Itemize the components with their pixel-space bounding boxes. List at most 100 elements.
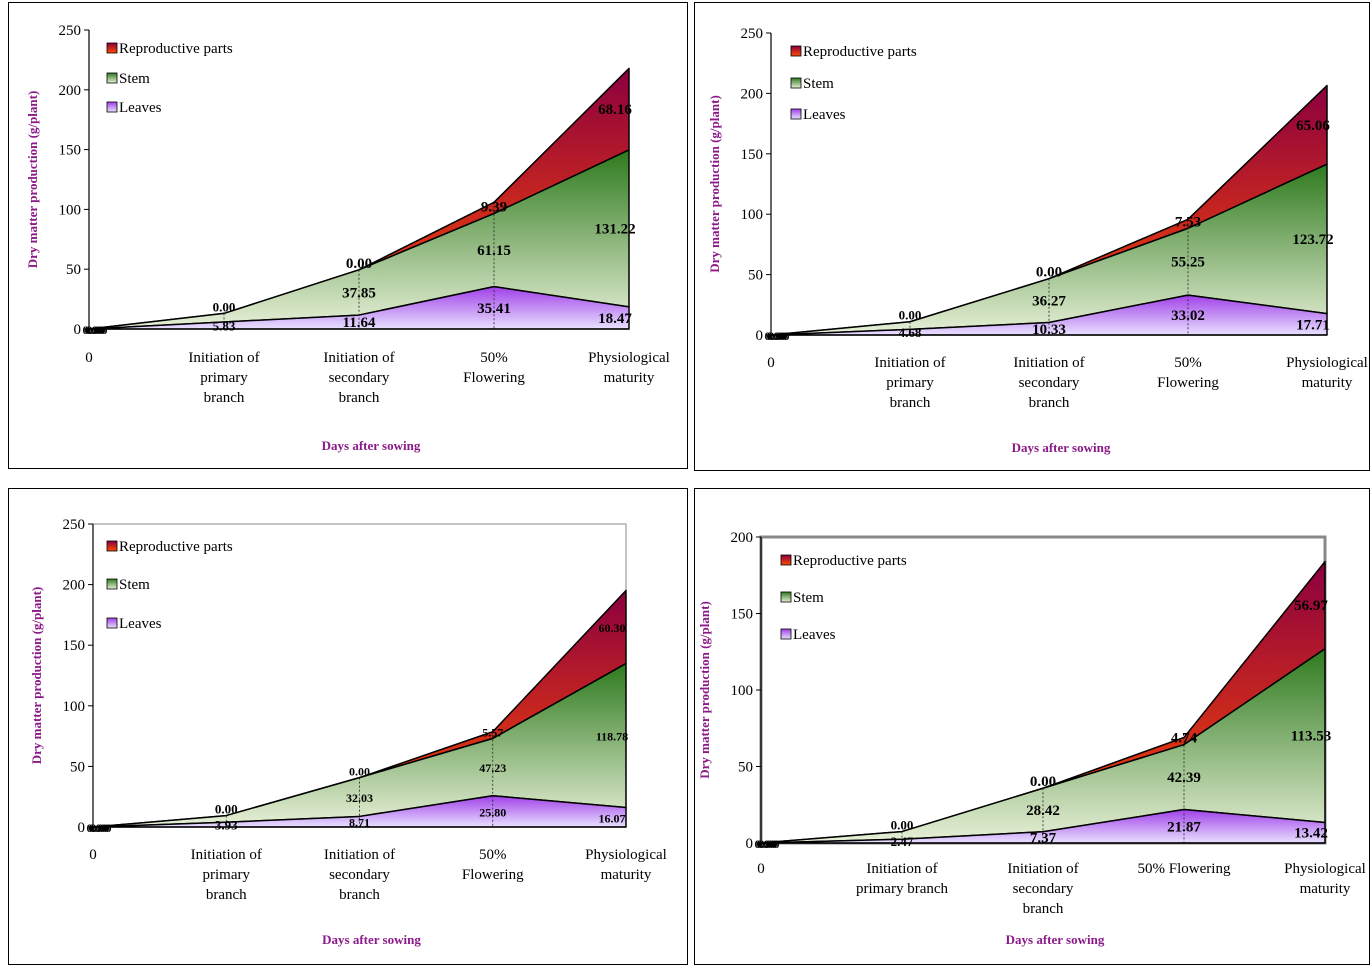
x-axis-title: Days after sowing: [1006, 932, 1105, 947]
data-label-stem: 32.03: [346, 791, 373, 805]
y-tick-label: 200: [731, 530, 754, 546]
x-tick-label: 50%: [480, 350, 508, 366]
data-label-leaves: 10.33: [1032, 322, 1066, 338]
legend-label: Leaves: [803, 107, 846, 123]
legend-label: Stem: [119, 577, 150, 593]
y-tick-label: 200: [59, 83, 82, 99]
x-tick-label: Initiation of: [323, 350, 394, 366]
y-tick-label: 250: [63, 517, 86, 533]
x-tick-label: branch: [339, 390, 380, 406]
y-axis-title: Dry matter production (g/plant): [25, 91, 40, 269]
x-tick-label: secondary: [329, 370, 390, 386]
x-tick-label: 0: [767, 355, 775, 371]
legend-swatch: [790, 108, 802, 120]
x-tick-label: Physiological: [585, 847, 667, 863]
data-label-stem: 37.85: [342, 285, 376, 301]
data-label-leaves: 25.80: [479, 805, 506, 819]
x-tick-label: branch: [1029, 395, 1070, 411]
data-label-reproductive: 9.39: [481, 200, 507, 216]
legend-label: Reproductive parts: [793, 553, 907, 569]
data-label-leaves: 7.37: [1030, 830, 1057, 846]
y-tick-label: 250: [741, 26, 764, 42]
data-label-leaves: 17.71: [1296, 317, 1330, 333]
y-tick-label: 150: [741, 147, 764, 163]
x-tick-label: Flowering: [1157, 375, 1219, 391]
data-label-stem: 47.23: [479, 761, 506, 775]
x-tick-label: maturity: [1300, 881, 1351, 897]
x-tick-label: Initiation of: [874, 355, 945, 371]
legend-label: Reproductive parts: [119, 41, 233, 57]
x-tick-label: 0: [89, 847, 97, 863]
x-tick-label: primary: [203, 867, 251, 883]
legend-label: Stem: [119, 71, 150, 87]
x-tick-label: 50%: [479, 847, 507, 863]
x-tick-label: Initiation of: [1013, 355, 1084, 371]
data-label-reproductive: 0.00: [349, 765, 370, 779]
legend-label: Leaves: [119, 616, 162, 632]
data-label-stem: 131.22: [594, 221, 635, 237]
data-label-reproductive: 0.00: [1036, 265, 1062, 281]
y-axis-title: Dry matter production (g/plant): [29, 587, 44, 765]
y-tick-label: 0: [746, 836, 754, 852]
data-label-reproductive: 7.53: [1175, 214, 1201, 230]
chart-4: 0 50 100 150 200 0 Initiation of primary branch…: [697, 530, 1366, 947]
data-label-leaves: 5.83: [213, 319, 236, 334]
y-tick-label: 0: [756, 328, 764, 344]
x-tick-label: secondary: [329, 867, 390, 883]
x-tick-label: Initiation of: [866, 861, 937, 877]
data-label-reproductive: 5.57: [482, 725, 503, 739]
x-tick-label: branch: [1023, 901, 1064, 917]
legend-swatch: [780, 554, 792, 566]
data-label-reproductive: 68.16: [598, 102, 632, 118]
x-tick-label: primary: [200, 370, 248, 386]
data-label-reproductive: 0.00: [91, 821, 112, 835]
data-label-leaves: 33.02: [1171, 308, 1205, 324]
x-tick-label: primary branch: [856, 881, 949, 897]
x-tick-label: Initiation of: [1007, 861, 1078, 877]
x-tick-label: Initiation of: [324, 847, 395, 863]
y-tick-label: 100: [63, 699, 86, 715]
data-label-leaves: 2.47: [891, 834, 914, 849]
legend-swatch: [106, 72, 118, 84]
x-tick-label: Physiological: [1284, 861, 1366, 877]
x-tick-label: secondary: [1019, 375, 1080, 391]
data-label-reproductive: 65.06: [1296, 118, 1330, 134]
x-tick-label: branch: [890, 395, 931, 411]
legend-label: Stem: [793, 590, 824, 606]
data-label-leaves: 0.00: [755, 837, 776, 851]
data-label-stem: 0.00: [757, 837, 778, 851]
data-label-reproductive: 0.00: [891, 818, 914, 833]
x-axis-title: Days after sowing: [322, 438, 421, 453]
data-label-stem: 42.39: [1167, 770, 1201, 786]
x-tick-label: branch: [204, 390, 245, 406]
legend-swatch: [790, 45, 802, 57]
chart-panel-4: 0 50 100 150 200 0 Initiation of primary branch…: [694, 488, 1370, 965]
data-label-reproductive: 0.00: [759, 837, 780, 851]
x-tick-label: Initiation of: [188, 350, 259, 366]
data-label-leaves: 18.47: [598, 311, 632, 327]
chart-3: 0 50 100 150 200 250 0 Initiation of primary bran…: [29, 517, 667, 947]
data-label-leaves: 0.00: [765, 329, 786, 343]
data-label-reproductive: 0.00: [899, 308, 922, 323]
legend-swatch: [106, 42, 118, 54]
data-label-stem: 0.00: [85, 323, 106, 337]
legend-label: Leaves: [119, 100, 162, 116]
y-tick-label: 100: [59, 202, 82, 218]
data-label-reproductive: 0.00: [769, 329, 790, 343]
legend-swatch: [780, 591, 792, 603]
x-tick-label: Physiological: [588, 350, 670, 366]
data-label-stem: 0.00: [767, 329, 788, 343]
x-tick-label: Initiation of: [191, 847, 262, 863]
y-tick-label: 100: [731, 683, 754, 699]
chart-panel-2: 0 50 100 150 200 250 0 Initiation of primary bran…: [694, 2, 1370, 471]
x-tick-label: 0: [757, 861, 765, 877]
y-axis-title: Dry matter production (g/plant): [697, 601, 712, 779]
data-label-reproductive: 4.74: [1171, 731, 1198, 747]
y-axis-title: Dry matter production (g/plant): [707, 95, 722, 273]
x-tick-label: 50% Flowering: [1138, 861, 1231, 877]
y-tick-label: 50: [748, 268, 763, 284]
data-label-stem: 0.00: [89, 821, 110, 835]
x-tick-label: Flowering: [463, 370, 525, 386]
data-label-reproductive: 0.00: [1030, 774, 1056, 790]
data-label-stem: 118.78: [596, 730, 628, 744]
